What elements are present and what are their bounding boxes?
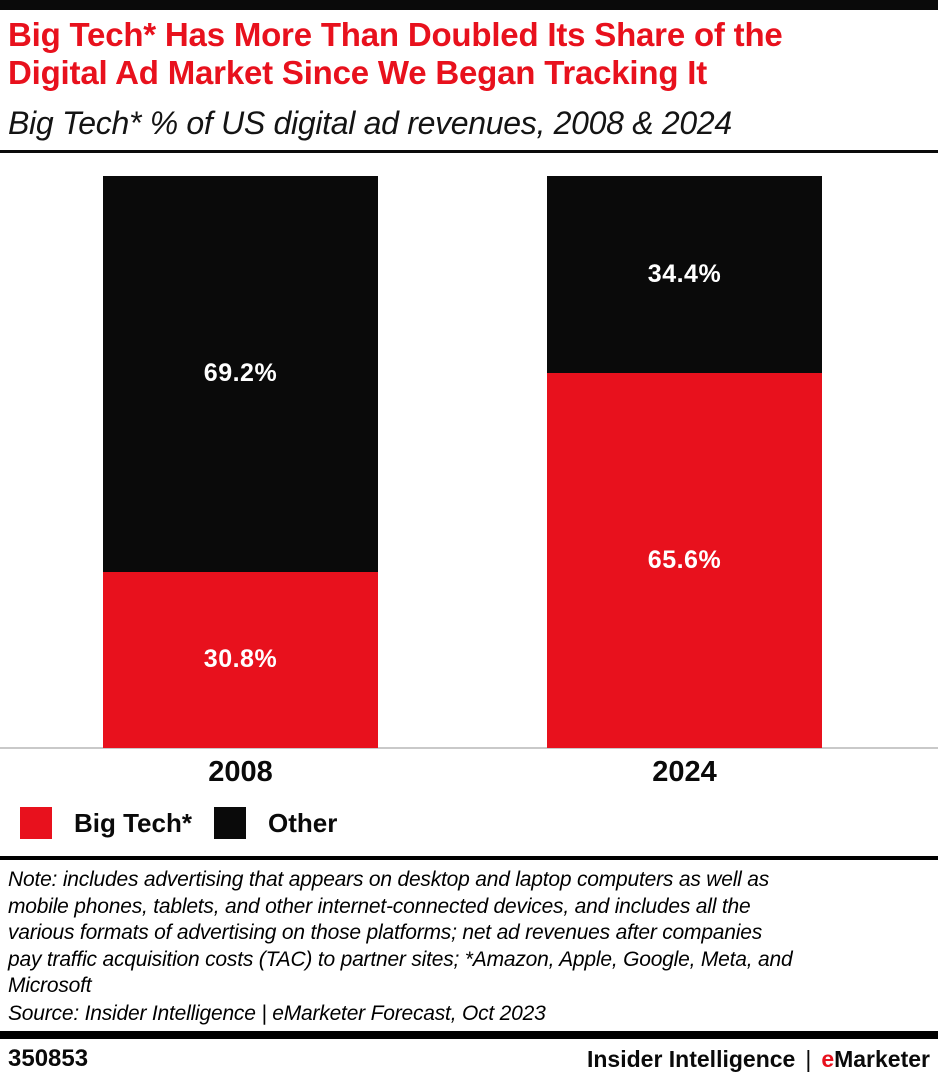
footer-divider	[0, 1031, 938, 1039]
legend-swatch-big-tech	[20, 807, 52, 839]
page-subtitle: Big Tech* % of US digital ad revenues, 2…	[8, 105, 732, 141]
legend: Big Tech* Other	[20, 805, 337, 841]
brand-emarketer-rest: Marketer	[834, 1045, 930, 1072]
brand-insider-intelligence: Insider Intelligence	[586, 1045, 796, 1072]
note-text: Note: includes advertising that appears …	[8, 868, 793, 997]
value-label-other-2024: 34.4%	[647, 259, 722, 288]
brand-lockup: Insider Intelligence | eMarketer	[587, 1046, 930, 1073]
chart-plot-area: 69.2% 30.8% 34.4% 65.6%	[0, 176, 938, 749]
brand-separator: |	[805, 1045, 812, 1072]
bar-2008: 69.2% 30.8%	[103, 176, 378, 748]
value-label-other-2008: 69.2%	[203, 359, 278, 388]
value-label-big-tech-2024: 65.6%	[647, 545, 722, 574]
bar-2024-segment-big-tech: 65.6%	[547, 372, 822, 748]
chart-id: 350853	[8, 1045, 89, 1072]
bar-2008-segment-big-tech: 30.8%	[103, 571, 378, 748]
page-title: Big Tech* Has More Than Doubled Its Shar…	[8, 16, 783, 91]
bar-2008-segment-other: 69.2%	[103, 176, 378, 572]
header-divider	[0, 150, 938, 153]
brand-emarketer-e: e	[821, 1045, 835, 1072]
bar-2024-segment-other: 34.4%	[547, 176, 822, 373]
legend-item-big-tech: Big Tech*	[20, 807, 192, 839]
footer: 350853 Insider Intelligence | eMarketer	[8, 1045, 930, 1073]
category-label-2024: 2024	[652, 756, 717, 788]
x-axis-baseline	[0, 747, 938, 749]
bar-2024: 34.4% 65.6%	[547, 176, 822, 748]
legend-label-other: Other	[267, 807, 338, 838]
note-block: Note: includes advertising that appears …	[0, 856, 938, 1027]
category-label-2008: 2008	[208, 756, 273, 788]
legend-label-big-tech: Big Tech*	[74, 807, 192, 838]
value-label-big-tech-2008: 30.8%	[203, 645, 278, 674]
source-text: Source: Insider Intelligence | eMarketer…	[8, 1001, 546, 1025]
legend-swatch-other	[213, 807, 246, 839]
legend-item-other: Other	[213, 807, 338, 839]
top-black-bar	[0, 0, 938, 10]
